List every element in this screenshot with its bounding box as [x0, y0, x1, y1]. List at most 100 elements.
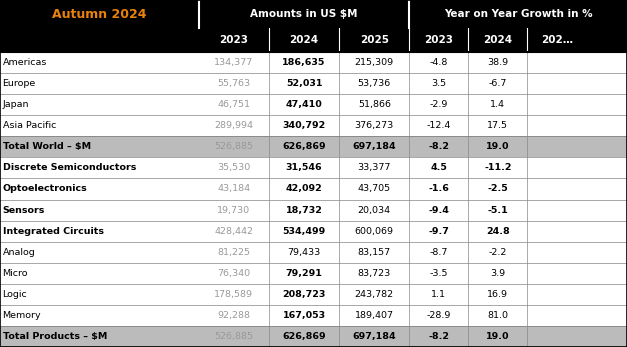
Text: 340,792: 340,792 — [283, 121, 325, 130]
Text: 52,031: 52,031 — [286, 79, 322, 88]
Text: 1.1: 1.1 — [431, 290, 446, 299]
Text: 4.5: 4.5 — [431, 163, 447, 172]
Text: -8.7: -8.7 — [429, 248, 448, 257]
Text: Europe: Europe — [3, 79, 36, 88]
Text: 38.9: 38.9 — [487, 58, 508, 67]
Text: Asia Pacific: Asia Pacific — [3, 121, 56, 130]
Text: -9.7: -9.7 — [428, 227, 450, 236]
Text: Discrete Semiconductors: Discrete Semiconductors — [3, 163, 136, 172]
Bar — [0, 115, 627, 136]
Text: Total Products – $M: Total Products – $M — [3, 332, 107, 341]
Text: -3.5: -3.5 — [429, 269, 448, 278]
Text: 626,869: 626,869 — [282, 332, 326, 341]
Text: 43,705: 43,705 — [358, 185, 391, 194]
Text: 626,869: 626,869 — [282, 142, 326, 151]
Text: 2025: 2025 — [360, 35, 389, 45]
Text: 79,433: 79,433 — [287, 248, 321, 257]
Text: 81,225: 81,225 — [218, 248, 250, 257]
Text: Micro: Micro — [3, 269, 28, 278]
Text: Japan: Japan — [3, 100, 29, 109]
Text: -2.2: -2.2 — [488, 248, 507, 257]
Text: Year on Year Growth in %: Year on Year Growth in % — [444, 9, 593, 19]
Text: 17.5: 17.5 — [487, 121, 508, 130]
Text: Autumn 2024: Autumn 2024 — [52, 8, 147, 21]
Text: 18,732: 18,732 — [286, 205, 322, 214]
Text: -2.9: -2.9 — [429, 100, 448, 109]
Bar — [0, 158, 627, 178]
Text: 134,377: 134,377 — [214, 58, 253, 67]
Bar — [0, 136, 627, 158]
Text: 19,730: 19,730 — [218, 205, 250, 214]
Text: 289,994: 289,994 — [214, 121, 253, 130]
Text: Total World – $M: Total World – $M — [3, 142, 91, 151]
Text: Amounts in US $M: Amounts in US $M — [250, 9, 358, 19]
Bar — [0, 326, 627, 347]
Text: 47,410: 47,410 — [286, 100, 322, 109]
Bar — [0, 242, 627, 263]
Text: 376,273: 376,273 — [355, 121, 394, 130]
Bar — [0, 73, 627, 94]
Text: 3.9: 3.9 — [490, 269, 505, 278]
Text: 178,589: 178,589 — [214, 290, 253, 299]
Text: -8.2: -8.2 — [428, 332, 450, 341]
Text: 1.4: 1.4 — [490, 100, 505, 109]
Text: 55,763: 55,763 — [218, 79, 250, 88]
Text: -4.8: -4.8 — [429, 58, 448, 67]
Text: 16.9: 16.9 — [487, 290, 508, 299]
Text: -6.7: -6.7 — [488, 79, 507, 88]
Bar — [0, 94, 627, 115]
Text: 208,723: 208,723 — [282, 290, 326, 299]
Text: 3.5: 3.5 — [431, 79, 446, 88]
Bar — [0, 52, 627, 73]
Text: 2024: 2024 — [483, 35, 512, 45]
Text: 51,866: 51,866 — [358, 100, 391, 109]
Text: -8.2: -8.2 — [428, 142, 450, 151]
Text: 697,184: 697,184 — [352, 142, 396, 151]
Bar — [0, 28, 627, 52]
Text: 35,530: 35,530 — [217, 163, 251, 172]
Text: 600,069: 600,069 — [355, 227, 394, 236]
Text: 2023: 2023 — [424, 35, 453, 45]
Text: Optoelectronics: Optoelectronics — [3, 185, 87, 194]
Bar — [0, 178, 627, 200]
Text: -28.9: -28.9 — [427, 311, 451, 320]
Text: 697,184: 697,184 — [352, 332, 396, 341]
Text: 428,442: 428,442 — [214, 227, 253, 236]
Text: 81.0: 81.0 — [487, 311, 508, 320]
Text: 46,751: 46,751 — [218, 100, 250, 109]
Bar — [0, 263, 627, 284]
Text: 534,499: 534,499 — [283, 227, 325, 236]
Text: Integrated Circuits: Integrated Circuits — [3, 227, 103, 236]
Text: 243,782: 243,782 — [355, 290, 394, 299]
Text: 2024: 2024 — [290, 35, 319, 45]
Text: 167,053: 167,053 — [283, 311, 325, 320]
Text: 20,034: 20,034 — [358, 205, 391, 214]
Bar — [0, 284, 627, 305]
Text: 92,288: 92,288 — [218, 311, 250, 320]
Text: 83,157: 83,157 — [358, 248, 391, 257]
Text: 24.8: 24.8 — [486, 227, 510, 236]
Text: 79,291: 79,291 — [286, 269, 322, 278]
Text: 2023: 2023 — [219, 35, 248, 45]
Text: 215,309: 215,309 — [355, 58, 394, 67]
Text: 19.0: 19.0 — [486, 332, 510, 341]
Text: 42,092: 42,092 — [286, 185, 322, 194]
Bar — [0, 221, 627, 242]
Text: 31,546: 31,546 — [286, 163, 322, 172]
Text: -12.4: -12.4 — [427, 121, 451, 130]
Text: 43,184: 43,184 — [218, 185, 250, 194]
Bar — [0, 200, 627, 221]
Text: -11.2: -11.2 — [484, 163, 512, 172]
Text: Memory: Memory — [3, 311, 41, 320]
Text: 53,736: 53,736 — [357, 79, 391, 88]
Text: 202…: 202… — [540, 35, 573, 45]
Text: Analog: Analog — [3, 248, 35, 257]
Text: Logic: Logic — [3, 290, 27, 299]
Text: 83,723: 83,723 — [357, 269, 391, 278]
Text: -2.5: -2.5 — [487, 185, 508, 194]
Text: 186,635: 186,635 — [282, 58, 326, 67]
Text: Americas: Americas — [3, 58, 47, 67]
Text: Sensors: Sensors — [3, 205, 45, 214]
Bar — [0, 305, 627, 326]
Text: 33,377: 33,377 — [357, 163, 391, 172]
